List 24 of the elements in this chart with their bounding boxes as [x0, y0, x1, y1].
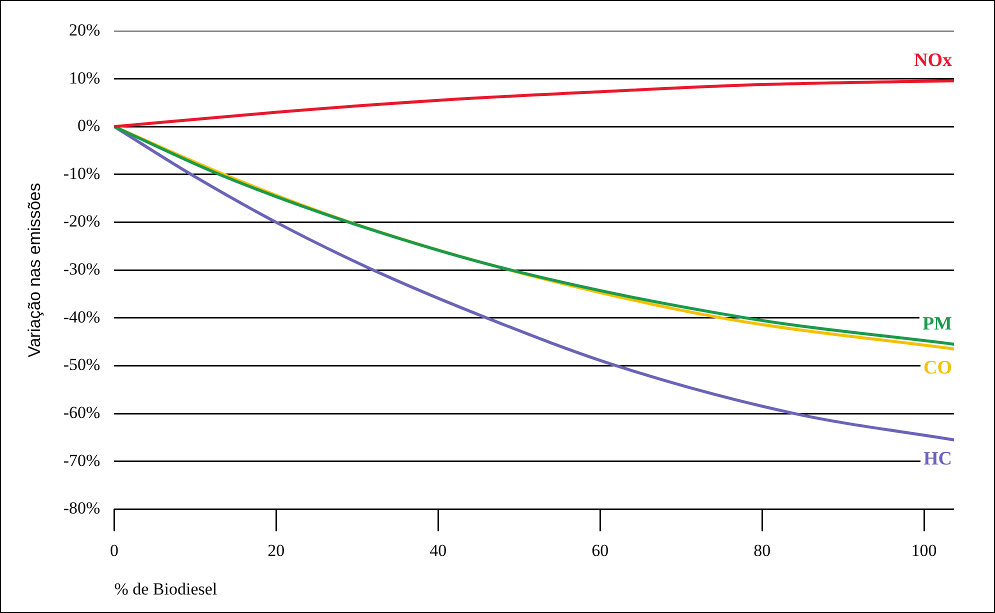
series-label: HC	[924, 448, 952, 470]
x-tick-label: 0	[110, 540, 118, 560]
y-tick-label: -50%	[63, 355, 100, 374]
y-tick-label: 10%	[69, 68, 100, 88]
y-tick-label: -10%	[63, 164, 100, 183]
series-label: PM	[922, 314, 952, 335]
y-tick-label: -80%	[63, 498, 100, 518]
y-tick-label: 20%	[69, 20, 100, 40]
x-tick-label: 100	[911, 540, 937, 560]
series-label: NOx	[914, 50, 952, 72]
x-tick-label: 80	[754, 540, 771, 560]
y-tick-label: -20%	[63, 212, 100, 231]
y-tick-label: -70%	[63, 450, 100, 470]
y-axis-title: Variação nas emissões	[24, 182, 44, 358]
x-tick-label: 20	[268, 540, 285, 560]
series-label: CO	[924, 357, 952, 378]
x-tick-label: 40	[430, 540, 447, 560]
y-tick-label: 0%	[78, 116, 100, 136]
x-tick-label: 60	[592, 540, 609, 560]
line-series	[114, 79, 954, 128]
x-axis-title: % de Biodiesel	[114, 579, 218, 598]
y-tick-label: -60%	[63, 403, 100, 422]
y-tick-label: -30%	[63, 260, 100, 279]
y-tick-label: -40%	[63, 307, 100, 326]
